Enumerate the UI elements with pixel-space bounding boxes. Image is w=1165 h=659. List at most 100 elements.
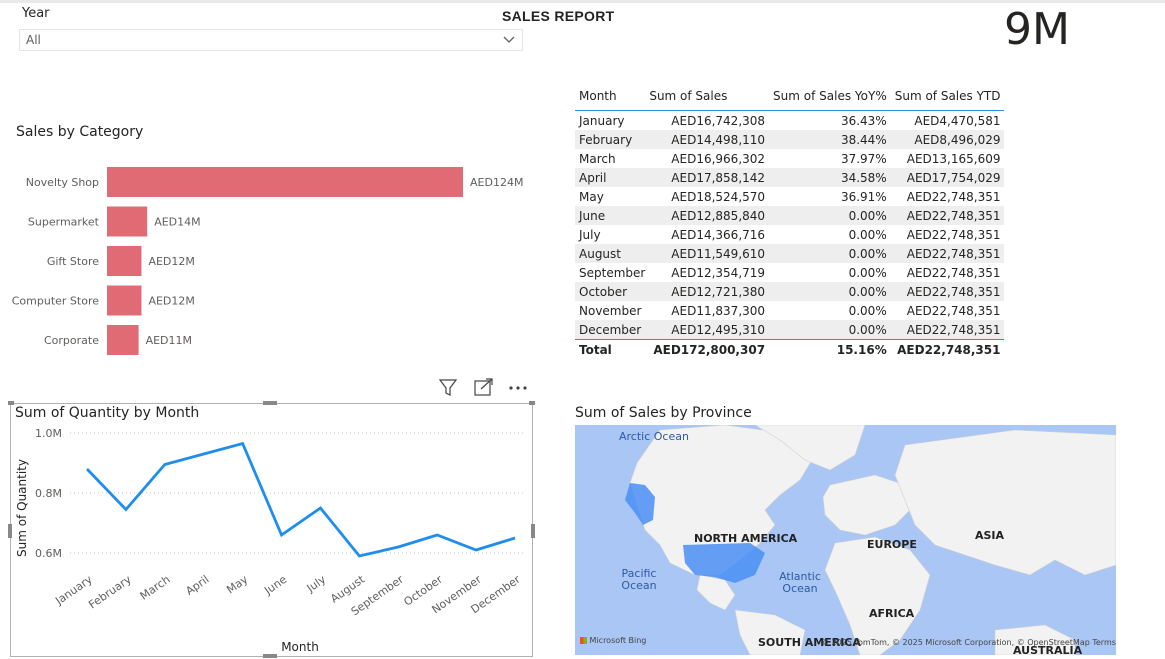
sales-by-category-chart[interactable]: Novelty Shop AED124M Supermarket AED14M Gift… <box>0 155 560 365</box>
cell-yoy: 38.44% <box>769 130 891 149</box>
x-axis-title: Month <box>281 640 319 654</box>
cell-sum-of-sales: AED17,858,142 <box>649 168 770 187</box>
table-row[interactable]: October AED12,721,380 0.00% AED22,748,351 <box>575 282 1005 301</box>
continent-label: EUROPE <box>867 538 917 551</box>
continent-label: AUSTRALIA <box>1013 644 1083 655</box>
cell-yoy: 0.00% <box>769 320 891 340</box>
more-options-icon[interactable] <box>509 386 527 390</box>
map-attribution[interactable]: © 2025 TomTom, © 2025 Microsoft Corporat… <box>821 638 1116 647</box>
bar-data-label: AED124M <box>470 176 523 189</box>
cell-yoy: 0.00% <box>848 303 887 318</box>
category-bar <box>107 206 148 237</box>
continent-label: AFRICA <box>869 607 915 620</box>
sales-table[interactable]: Month Sum of Sales Sum of Sales YoY% Sum… <box>575 82 1005 360</box>
bar-data-label: AED12M <box>148 255 194 268</box>
resize-handle[interactable] <box>529 401 535 405</box>
cell-month: June <box>575 206 650 225</box>
cell-sum-of-sales: AED12,721,380 <box>649 282 770 301</box>
cell-month: November <box>579 303 642 318</box>
x-tick-label: March <box>138 573 173 603</box>
cell-sum-of-sales: AED18,524,570 <box>671 189 766 204</box>
world-map-shapes <box>625 425 1116 655</box>
report-title: SALES REPORT <box>502 8 615 24</box>
y-tick-label: 1.0M <box>35 427 62 440</box>
cell-ytd: AED22,748,351 <box>906 189 1001 204</box>
resize-handle[interactable] <box>531 524 535 538</box>
kpi-card-value: 9M <box>1004 4 1070 55</box>
continent-label: ASIA <box>975 529 1005 542</box>
y-axis-title: Sum of Quantity <box>15 459 29 557</box>
total-label: Total <box>575 339 650 360</box>
cell-ytd: AED22,748,351 <box>906 265 1001 280</box>
table-row[interactable]: May AED18,524,570 36.91% AED22,748,351 <box>575 187 1004 206</box>
cell-yoy: 0.00% <box>769 282 891 301</box>
resize-handle[interactable] <box>8 401 14 405</box>
cell-yoy: 34.58% <box>769 168 891 187</box>
cell-sum-of-sales: AED16,966,302 <box>671 151 766 166</box>
category-bar <box>107 325 139 355</box>
cell-month: May <box>579 189 604 204</box>
cell-ytd: AED22,748,351 <box>890 320 1005 340</box>
table-total-row: Total AED172,800,307 15.16% AED22,748,351 <box>575 339 1005 360</box>
table-row[interactable]: November AED11,837,300 0.00% AED22,748,351 <box>575 301 1004 320</box>
category-label: Corporate <box>44 334 99 347</box>
year-slicer-value: All <box>26 33 41 47</box>
cell-yoy: 37.97% <box>840 151 887 166</box>
cell-sum-of-sales: AED12,354,719 <box>671 265 766 280</box>
cell-ytd: AED22,748,351 <box>890 282 1005 301</box>
visual-header-icons <box>438 378 527 396</box>
cell-ytd: AED13,165,609 <box>906 151 1001 166</box>
ocean-label: Atlantic Ocean <box>779 570 821 595</box>
province-map[interactable]: Arctic Ocean Pacific Ocean Atlantic Ocea… <box>575 425 1116 655</box>
ocean-label: Pacific Ocean <box>621 567 657 592</box>
table-header-row: Month Sum of Sales Sum of Sales YoY% Sum… <box>575 82 1005 111</box>
resize-handle[interactable] <box>263 654 277 658</box>
table-row[interactable]: January AED16,742,308 36.43% AED4,470,581 <box>575 111 1004 131</box>
table-row[interactable]: June AED12,885,840 0.00% AED22,748,351 <box>575 206 1005 225</box>
cell-month: January <box>579 113 625 128</box>
column-header-month[interactable]: Month <box>575 82 650 111</box>
category-label: Supermarket <box>28 216 100 229</box>
table-row[interactable]: April AED17,858,142 34.58% AED17,754,029 <box>575 168 1005 187</box>
cell-sum-of-sales: AED11,837,300 <box>671 303 766 318</box>
table-row[interactable]: August AED11,549,610 0.00% AED22,748,351 <box>575 244 1005 263</box>
table-row[interactable]: March AED16,966,302 37.97% AED13,165,609 <box>575 149 1004 168</box>
table-row[interactable]: July AED14,366,716 0.00% AED22,748,351 <box>575 225 1004 244</box>
cell-ytd: AED22,748,351 <box>906 303 1001 318</box>
cell-ytd: AED8,496,029 <box>890 130 1005 149</box>
category-label: Novelty Shop <box>26 176 99 189</box>
line-chart-title: Sum of Quantity by Month <box>15 405 200 421</box>
bar-data-label: AED11M <box>146 334 192 347</box>
table-row[interactable]: December AED12,495,310 0.00% AED22,748,351 <box>575 320 1005 340</box>
category-label: Gift Store <box>47 255 99 268</box>
cell-ytd: AED17,754,029 <box>890 168 1005 187</box>
resize-handle[interactable] <box>8 524 12 538</box>
column-header-yoy[interactable]: Sum of Sales YoY% <box>769 82 891 111</box>
bar-data-label: AED12M <box>148 295 194 308</box>
table-row[interactable]: September AED12,354,719 0.00% AED22,748,351 <box>575 263 1004 282</box>
resize-handle[interactable] <box>263 401 277 405</box>
category-label: Computer Store <box>12 295 99 308</box>
year-slicer-dropdown[interactable]: All <box>19 29 523 51</box>
cell-month: August <box>575 244 650 263</box>
cell-yoy: 0.00% <box>769 244 891 263</box>
focus-mode-icon[interactable] <box>474 378 493 396</box>
continent-label: SOUTH AMERICA <box>758 636 861 649</box>
cell-month: September <box>579 265 646 280</box>
x-tick-label: July <box>304 573 329 596</box>
cell-month: April <box>575 168 650 187</box>
map-title: Sum of Sales by Province <box>575 405 752 421</box>
filter-icon[interactable] <box>438 379 458 396</box>
x-tick-label: June <box>261 573 289 598</box>
cell-ytd: AED22,748,351 <box>890 206 1005 225</box>
cell-month: December <box>575 320 650 340</box>
table-row[interactable]: February AED14,498,110 38.44% AED8,496,029 <box>575 130 1005 149</box>
x-tick-label: May <box>224 573 250 597</box>
column-header-sum-of-sales[interactable]: Sum of Sales <box>649 82 770 111</box>
cell-ytd: AED22,748,351 <box>890 244 1005 263</box>
column-header-ytd[interactable]: Sum of Sales YTD <box>890 82 1005 111</box>
cell-ytd: AED22,748,351 <box>906 227 1001 242</box>
y-tick-label: 0.8M <box>35 487 62 500</box>
cell-yoy: 36.91% <box>840 189 887 204</box>
